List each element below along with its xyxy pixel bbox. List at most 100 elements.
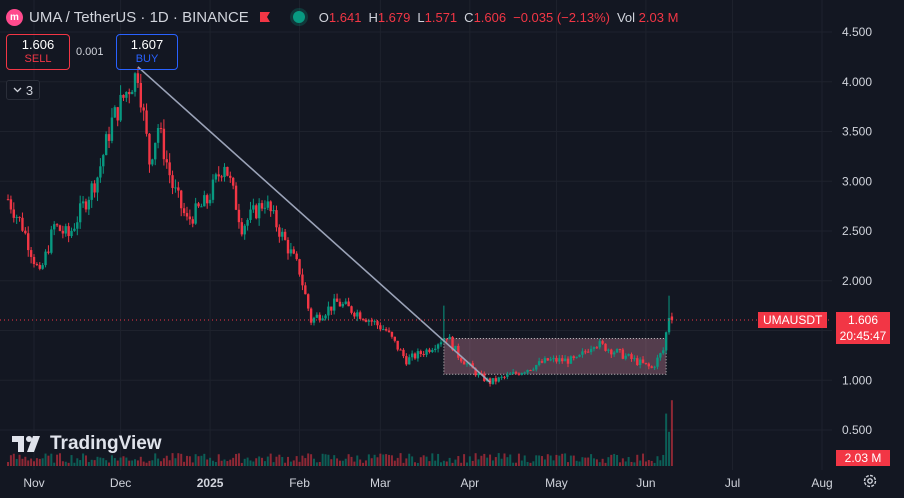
volume-bar (30, 458, 33, 466)
candle-body (526, 369, 529, 373)
volume-bar (217, 454, 220, 466)
indicators-toggle-button[interactable]: 3 (6, 80, 40, 100)
volume-bar (367, 454, 370, 466)
indicators-count: 3 (25, 82, 34, 98)
volume-bar (27, 460, 30, 466)
flag-icon[interactable] (259, 11, 271, 23)
volume-bar (561, 453, 564, 466)
volume-bar (607, 457, 610, 466)
candle-body (55, 224, 59, 226)
candle-body (231, 177, 235, 186)
x-tick-label: Mar (370, 476, 391, 490)
candle-body (350, 306, 353, 313)
volume-bar (336, 458, 339, 466)
candle-body (341, 303, 345, 307)
candle-body (177, 187, 180, 191)
volume-bar (304, 458, 307, 466)
candle-body (148, 133, 151, 165)
candle-body (569, 356, 573, 364)
volume-bar (315, 462, 318, 466)
volume-bar (659, 460, 662, 466)
candle-body (644, 362, 648, 364)
candle-body (182, 208, 186, 214)
candle-body (494, 378, 498, 382)
candle-body (21, 217, 24, 231)
candle-body (304, 285, 307, 295)
volume-bar (457, 456, 460, 466)
candle-body (575, 356, 578, 358)
candle-body (122, 94, 125, 98)
volume-bar (110, 455, 113, 466)
candle-body (638, 359, 642, 365)
volume-bar (162, 458, 165, 466)
volume-bar (465, 462, 468, 466)
settings-gear-icon[interactable] (862, 473, 878, 489)
ohlc-key: L (417, 9, 425, 25)
volume-bar (307, 453, 310, 466)
candle-body (220, 176, 223, 178)
candle-body (615, 349, 619, 353)
candle-body (180, 190, 183, 209)
volume-bar (592, 458, 595, 466)
candle-body (99, 166, 102, 178)
ohlc-value: 1.606 (473, 9, 507, 25)
volume-bar (396, 457, 399, 466)
volume-bar (477, 459, 480, 466)
volume-bar (38, 458, 41, 466)
candle-body (436, 344, 440, 349)
volume-bar (416, 462, 419, 466)
volume-bar (414, 462, 417, 466)
buy-button[interactable]: 1.607 BUY (116, 34, 178, 70)
candle-body (116, 107, 119, 121)
candle-body (532, 369, 535, 371)
volume-bar (203, 453, 206, 466)
trendline-drawing[interactable] (137, 66, 491, 383)
volume-bar (53, 462, 56, 466)
ohlc-key: O (318, 9, 329, 25)
volume-bar (642, 453, 645, 466)
candle-body (223, 166, 226, 178)
candle-body (376, 321, 379, 326)
volume-bar (439, 462, 442, 466)
volume-bar (90, 459, 93, 466)
candle-body (130, 91, 134, 95)
volume-bar (206, 459, 209, 466)
volume-bar (61, 461, 64, 466)
candle-body (58, 225, 62, 231)
volume-bar (350, 456, 353, 466)
volume-bar (656, 456, 659, 466)
volume-bar (520, 460, 523, 466)
volume-bar (408, 453, 411, 466)
volume-bar (240, 462, 243, 466)
volume-bar (431, 453, 434, 466)
volume-bar (379, 453, 382, 466)
volume-bar (385, 454, 388, 466)
candle-body (76, 222, 79, 229)
volume-bar (572, 455, 575, 466)
volume-bar (454, 459, 457, 466)
volume-bar (451, 462, 454, 466)
candle-body (151, 159, 154, 165)
volume-bar (327, 454, 330, 466)
volume-bar (310, 454, 313, 466)
sell-button[interactable]: 1.606 SELL (6, 34, 70, 70)
volume-bar (402, 462, 405, 466)
candle-body (197, 203, 200, 207)
range-box-drawing[interactable] (443, 337, 667, 375)
candle-body (315, 314, 319, 318)
chevron-down-icon (13, 87, 22, 93)
y-tick-label: 2.000 (842, 274, 872, 288)
volume-bar (564, 453, 567, 466)
volume-bar (543, 459, 546, 466)
volume-bar (87, 462, 90, 466)
volume-bar (237, 453, 240, 466)
market-status-icon[interactable] (292, 11, 305, 23)
candle-body (211, 179, 215, 200)
volume-bar (200, 455, 203, 466)
symbol-title[interactable]: UMA / TetherUS · 1D · BINANCE (29, 8, 249, 26)
candle-body (38, 264, 41, 269)
volume-bar (139, 456, 142, 466)
tradingview-logo[interactable]: TradingView (12, 433, 162, 455)
